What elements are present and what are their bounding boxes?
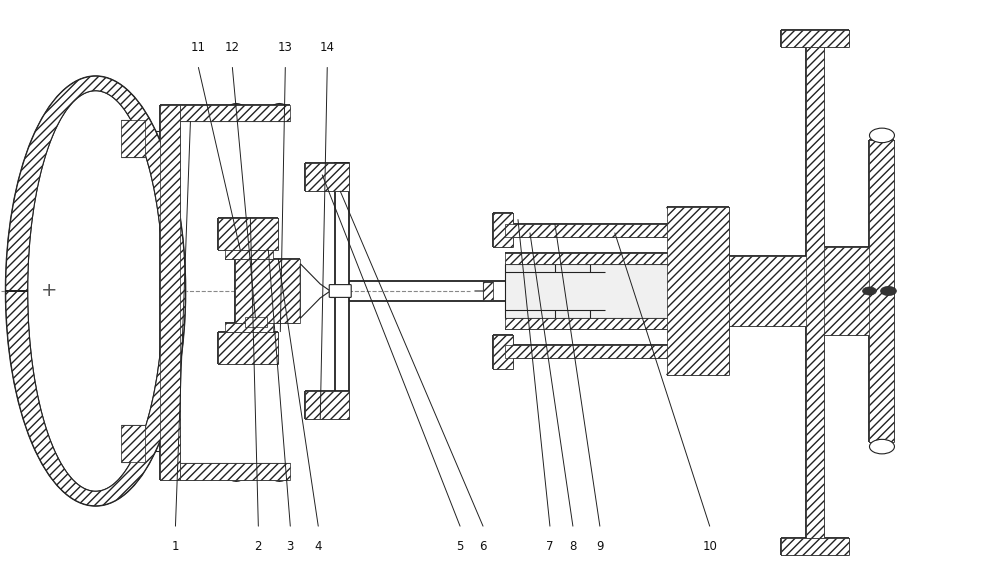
Bar — [121, 424, 145, 462]
Text: 10: 10 — [702, 540, 717, 553]
Bar — [781, 30, 849, 47]
Bar — [493, 335, 513, 370]
Text: 9: 9 — [596, 540, 604, 553]
Text: 4: 4 — [315, 540, 322, 553]
Bar — [505, 264, 680, 318]
Text: 14: 14 — [320, 41, 335, 54]
Polygon shape — [6, 76, 185, 506]
Bar — [667, 207, 729, 375]
Text: 7: 7 — [546, 540, 554, 553]
Bar — [806, 47, 824, 538]
Ellipse shape — [869, 128, 894, 143]
Text: 12: 12 — [225, 41, 240, 54]
Text: 6: 6 — [479, 540, 487, 553]
Bar — [180, 105, 290, 122]
Ellipse shape — [28, 91, 163, 491]
Bar — [225, 323, 273, 332]
Bar — [305, 164, 349, 191]
Text: 1: 1 — [172, 540, 179, 553]
Bar — [225, 250, 273, 259]
Text: 8: 8 — [569, 540, 577, 553]
Bar — [235, 259, 300, 323]
Bar — [218, 218, 278, 250]
Circle shape — [862, 287, 876, 295]
Polygon shape — [300, 264, 330, 318]
Bar — [729, 275, 819, 307]
Bar — [505, 253, 680, 264]
Bar — [505, 345, 680, 358]
Bar — [305, 391, 349, 418]
Ellipse shape — [6, 76, 185, 506]
Ellipse shape — [869, 439, 894, 454]
Bar — [493, 212, 513, 247]
Circle shape — [880, 286, 896, 296]
Bar — [218, 332, 278, 364]
Bar — [505, 224, 680, 237]
FancyBboxPatch shape — [329, 285, 351, 297]
Bar — [483, 282, 493, 300]
Bar — [245, 317, 267, 327]
Text: 13: 13 — [278, 41, 293, 54]
Bar — [781, 538, 849, 555]
Bar — [160, 105, 180, 480]
Bar — [819, 247, 888, 335]
Bar — [335, 164, 349, 418]
Text: 2: 2 — [255, 540, 262, 553]
Bar — [180, 463, 290, 480]
Bar — [121, 120, 145, 158]
Text: 5: 5 — [456, 540, 464, 553]
Text: 3: 3 — [287, 540, 294, 553]
Bar — [729, 256, 819, 326]
Text: 11: 11 — [191, 41, 206, 54]
Bar — [869, 140, 894, 442]
Bar — [505, 318, 680, 329]
Text: +: + — [40, 282, 57, 300]
